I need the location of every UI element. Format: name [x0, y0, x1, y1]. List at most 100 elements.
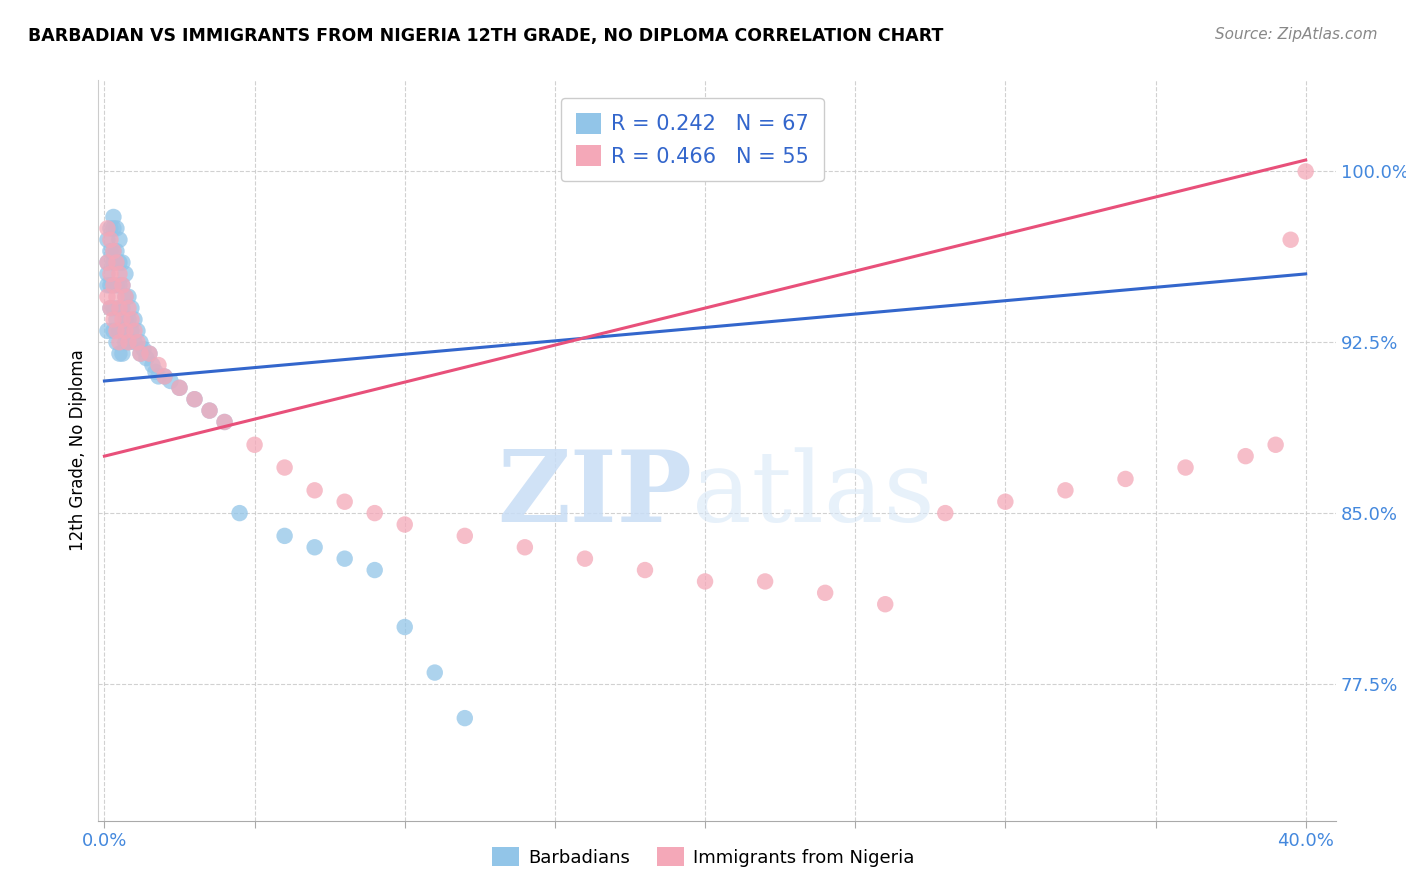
Point [148, 369, 170, 384]
Point [454, 529, 477, 543]
Point [96, 233, 118, 247]
Point [994, 494, 1017, 508]
Point [1264, 438, 1286, 452]
Point [117, 335, 139, 350]
Point [105, 290, 128, 304]
Point [304, 541, 326, 555]
Point [96, 255, 118, 269]
Point [111, 278, 134, 293]
Point [423, 665, 446, 680]
Point [117, 312, 139, 326]
Point [111, 255, 134, 269]
Point [111, 346, 134, 360]
Point [111, 278, 134, 293]
Point [159, 374, 181, 388]
Point [364, 563, 387, 577]
Point [934, 506, 956, 520]
Point [1114, 472, 1136, 486]
Point [105, 278, 128, 293]
Point [103, 312, 125, 326]
Point [103, 221, 125, 235]
Point [120, 324, 142, 338]
Point [111, 324, 134, 338]
Point [243, 438, 266, 452]
Point [214, 415, 236, 429]
Point [145, 365, 167, 379]
Point [124, 324, 146, 338]
Point [198, 403, 221, 417]
Point [1174, 460, 1197, 475]
Point [117, 301, 139, 315]
Point [153, 369, 176, 384]
Point [108, 267, 131, 281]
Point [105, 255, 128, 269]
Point [108, 301, 131, 315]
Point [96, 278, 118, 293]
Point [228, 506, 250, 520]
Point [127, 324, 149, 338]
Point [103, 301, 125, 315]
Point [814, 586, 837, 600]
Point [114, 267, 136, 281]
Point [111, 312, 134, 326]
Point [96, 324, 118, 338]
Point [114, 290, 136, 304]
Point [103, 244, 125, 259]
Point [214, 415, 236, 429]
Point [574, 551, 596, 566]
Point [129, 346, 152, 360]
Point [100, 301, 122, 315]
Point [100, 233, 122, 247]
Point [364, 506, 387, 520]
Point [138, 346, 160, 360]
Point [132, 342, 155, 356]
Point [108, 324, 131, 338]
Point [1295, 164, 1317, 178]
Point [1054, 483, 1077, 498]
Point [333, 494, 356, 508]
Point [117, 335, 139, 350]
Point [1279, 233, 1302, 247]
Point [333, 551, 356, 566]
Text: BARBADIAN VS IMMIGRANTS FROM NIGERIA 12TH GRADE, NO DIPLOMA CORRELATION CHART: BARBADIAN VS IMMIGRANTS FROM NIGERIA 12T… [28, 27, 943, 45]
Point [103, 210, 125, 224]
Point [273, 460, 295, 475]
Point [135, 351, 157, 366]
Point [105, 312, 128, 326]
Point [103, 324, 125, 338]
Legend: Barbadians, Immigrants from Nigeria: Barbadians, Immigrants from Nigeria [485, 840, 921, 874]
Point [100, 244, 122, 259]
Point [148, 358, 170, 372]
Point [634, 563, 657, 577]
Point [114, 335, 136, 350]
Point [141, 358, 163, 372]
Point [108, 278, 131, 293]
Point [105, 335, 128, 350]
Point [129, 335, 152, 350]
Point [394, 517, 416, 532]
Y-axis label: 12th Grade, No Diploma: 12th Grade, No Diploma [69, 350, 87, 551]
Text: ZIP: ZIP [498, 446, 692, 543]
Point [1234, 449, 1257, 463]
Text: atlas: atlas [692, 447, 935, 542]
Text: Source: ZipAtlas.com: Source: ZipAtlas.com [1215, 27, 1378, 42]
Point [138, 346, 160, 360]
Point [96, 255, 118, 269]
Point [273, 529, 295, 543]
Point [183, 392, 205, 407]
Point [100, 278, 122, 293]
Point [100, 221, 122, 235]
Point [153, 369, 176, 384]
Point [693, 574, 716, 589]
Point [111, 301, 134, 315]
Point [96, 267, 118, 281]
Point [108, 255, 131, 269]
Point [304, 483, 326, 498]
Point [96, 221, 118, 235]
Point [114, 290, 136, 304]
Point [117, 290, 139, 304]
Point [513, 541, 536, 555]
Point [100, 301, 122, 315]
Point [169, 381, 191, 395]
Point [120, 312, 142, 326]
